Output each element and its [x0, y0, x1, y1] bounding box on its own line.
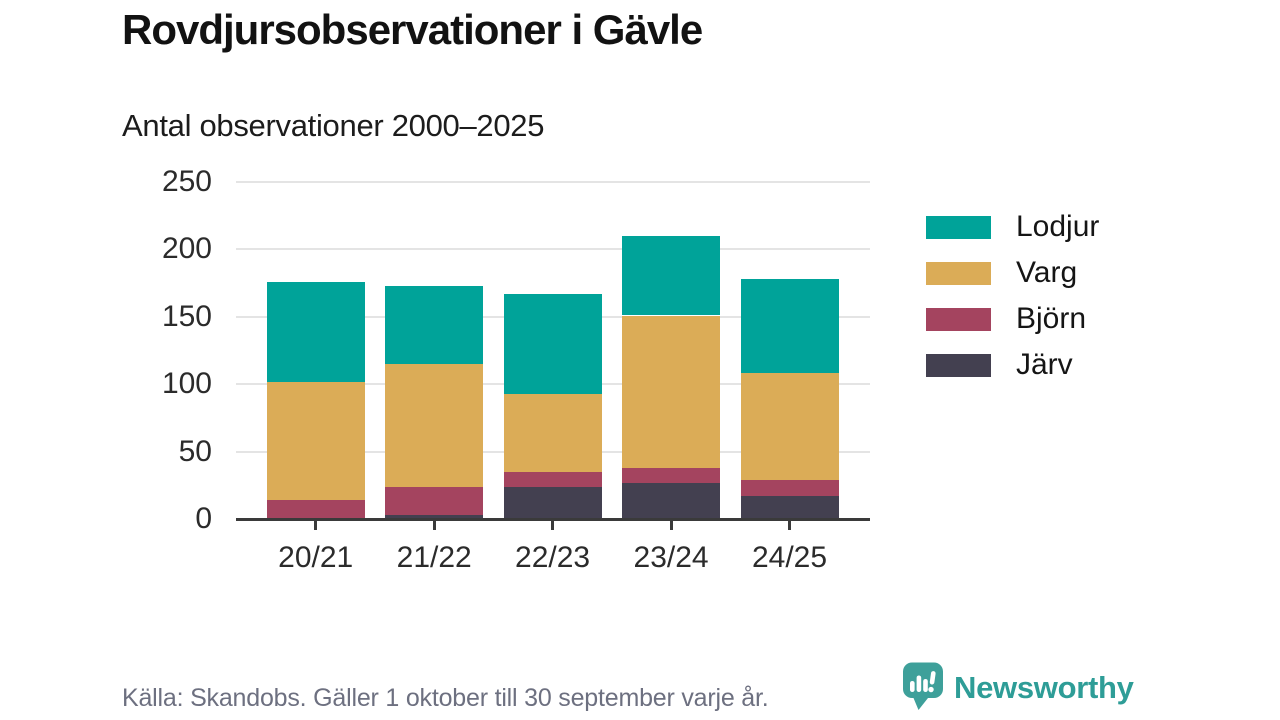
chart-subtitle: Antal observationer 2000–2025 [122, 108, 545, 143]
bar-segment-varg-22-23 [503, 393, 602, 472]
newsworthy-logo-icon [903, 662, 943, 710]
bar-segment-björn-24-25 [740, 479, 839, 497]
bar-segment-lodjur-22-23 [503, 293, 602, 394]
bar-segment-järv-21-22 [385, 515, 484, 519]
x-tick-label: 20/21 [278, 541, 354, 574]
legend-item-varg: Varg [926, 250, 1099, 296]
bar-segment-järv-23-24 [622, 482, 721, 519]
x-tick [788, 521, 791, 530]
y-tick-label: 100 [161, 367, 212, 401]
legend-label: Björn [1016, 302, 1087, 335]
x-tick [551, 521, 555, 530]
y-tick-label: 200 [161, 232, 212, 266]
legend-label: Järv [1016, 348, 1073, 381]
x-tick [314, 521, 318, 530]
legend-item-björn: Björn [926, 296, 1099, 342]
bar-segment-varg-23-24 [622, 315, 721, 468]
plot-area: 20/21 21/22 22/23 23/24 24/25 [236, 181, 870, 574]
y-tick-label: 0 [195, 502, 212, 535]
bar-segment-björn-21-22 [385, 486, 484, 515]
bar-segment-lodjur-23-24 [622, 235, 721, 316]
x-tick-label: 22/23 [515, 541, 591, 574]
bar-segment-varg-24-25 [740, 373, 839, 480]
x-tick-label: 21/22 [396, 541, 472, 574]
x-axis-line [236, 518, 870, 521]
gridline-200 [236, 248, 870, 251]
y-axis: 0 50 100 150 200 250 [110, 166, 212, 535]
x-tick-label: 23/24 [633, 541, 709, 574]
legend-swatch-järv [926, 353, 991, 377]
bar-segment-järv-22-23 [503, 486, 602, 519]
legend-item-järv: Järv [926, 342, 1099, 388]
legend-item-lodjur: Lodjur [926, 204, 1099, 250]
legend-label: Lodjur [1016, 210, 1100, 243]
bar-segment-björn-20-21 [266, 500, 365, 519]
x-tick [669, 521, 673, 530]
legend-swatch-lodjur [926, 215, 991, 239]
newsworthy-brand: Newsworthy [902, 662, 1134, 712]
page-title: Rovdjursobservationer i Gävle [122, 6, 703, 53]
y-tick-label: 50 [178, 434, 212, 468]
bar-segment-järv-24-25 [740, 496, 839, 519]
legend-swatch-björn [926, 307, 991, 331]
bar-segment-björn-22-23 [503, 471, 602, 487]
bar-segment-varg-21-22 [385, 364, 484, 487]
bar-segment-lodjur-24-25 [740, 279, 839, 374]
y-tick-label: 250 [161, 165, 212, 198]
source-note: Källa: Skandobs. Gäller 1 oktober till 3… [122, 684, 769, 712]
newsworthy-wordmark: Newsworthy [954, 670, 1134, 705]
bar-segment-lodjur-21-22 [385, 285, 484, 364]
y-tick-label: 150 [161, 299, 212, 333]
legend: Lodjur Varg Björn Järv [926, 204, 1099, 388]
bar-segment-björn-23-24 [622, 467, 721, 483]
gridline-250 [236, 181, 870, 183]
x-tick-label: 24/25 [751, 541, 828, 574]
legend-label: Varg [1016, 256, 1078, 289]
legend-swatch-varg [926, 261, 991, 285]
x-tick [432, 521, 436, 530]
bar-segment-varg-20-21 [266, 381, 365, 501]
bar-segment-lodjur-20-21 [266, 281, 365, 382]
